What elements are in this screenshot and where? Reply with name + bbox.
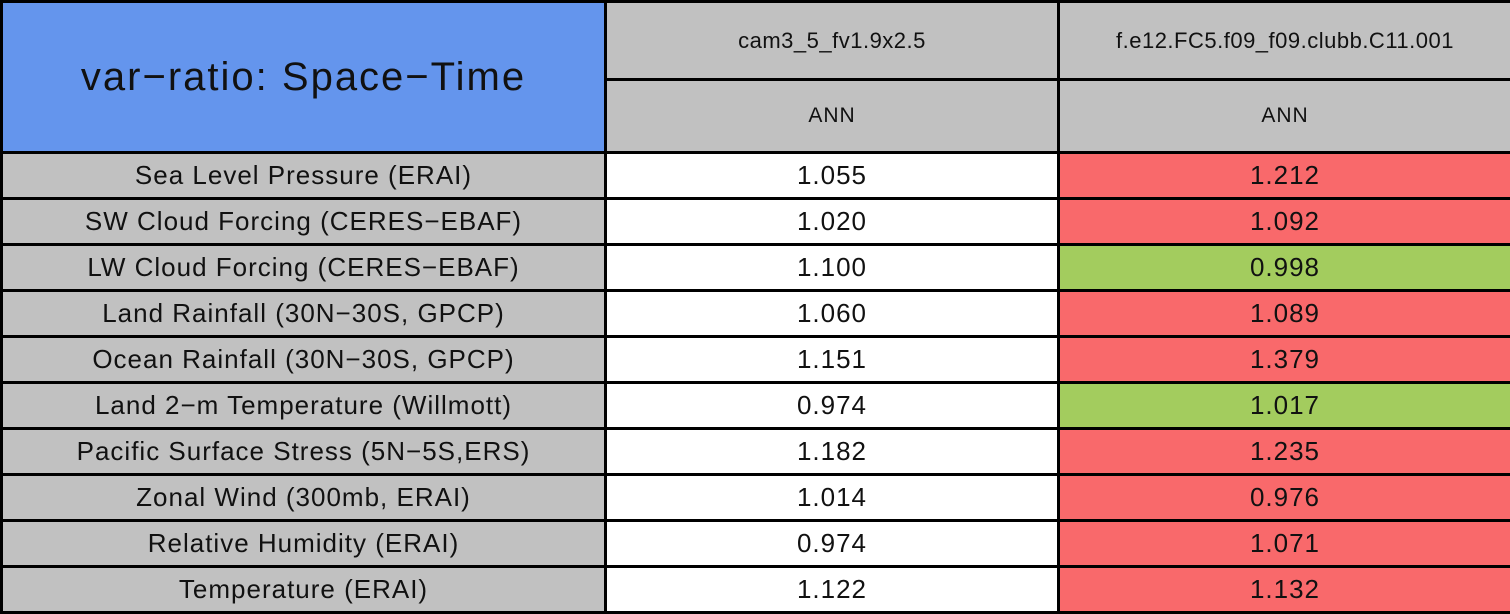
table-row: Land Rainfall (30N−30S, GPCP) 1.060 1.08… <box>2 291 1510 337</box>
table-row: Ocean Rainfall (30N−30S, GPCP) 1.151 1.3… <box>2 337 1510 383</box>
column-header-model-2: f.e12.FC5.f09_f09.clubb.C11.001 <box>1059 2 1510 80</box>
value-clubb: 1.379 <box>1059 337 1510 383</box>
row-label: SW Cloud Forcing (CERES−EBAF) <box>2 199 606 245</box>
value-cam: 1.055 <box>606 153 1059 199</box>
value-cam: 0.974 <box>606 521 1059 567</box>
value-cam: 1.122 <box>606 567 1059 613</box>
table-title: var−ratio: Space−Time <box>2 2 606 153</box>
value-cam: 1.151 <box>606 337 1059 383</box>
row-label: Ocean Rainfall (30N−30S, GPCP) <box>2 337 606 383</box>
row-label: Land 2−m Temperature (Willmott) <box>2 383 606 429</box>
table-row: Temperature (ERAI) 1.122 1.132 <box>2 567 1510 613</box>
column-header-season-2: ANN <box>1059 80 1510 153</box>
table-row: Land 2−m Temperature (Willmott) 0.974 1.… <box>2 383 1510 429</box>
table-row: Relative Humidity (ERAI) 0.974 1.071 <box>2 521 1510 567</box>
value-clubb: 1.092 <box>1059 199 1510 245</box>
table-row: Zonal Wind (300mb, ERAI) 1.014 0.976 <box>2 475 1510 521</box>
value-cam: 1.014 <box>606 475 1059 521</box>
table-row: LW Cloud Forcing (CERES−EBAF) 1.100 0.99… <box>2 245 1510 291</box>
value-clubb: 1.212 <box>1059 153 1510 199</box>
table-row: Sea Level Pressure (ERAI) 1.055 1.212 <box>2 153 1510 199</box>
header-row-models: var−ratio: Space−Time cam3_5_fv1.9x2.5 f… <box>2 2 1510 80</box>
value-clubb: 0.976 <box>1059 475 1510 521</box>
column-header-model-1: cam3_5_fv1.9x2.5 <box>606 2 1059 80</box>
row-label: LW Cloud Forcing (CERES−EBAF) <box>2 245 606 291</box>
value-clubb: 1.017 <box>1059 383 1510 429</box>
row-label: Temperature (ERAI) <box>2 567 606 613</box>
row-label: Sea Level Pressure (ERAI) <box>2 153 606 199</box>
row-label: Pacific Surface Stress (5N−5S,ERS) <box>2 429 606 475</box>
value-clubb: 1.132 <box>1059 567 1510 613</box>
table-row: Pacific Surface Stress (5N−5S,ERS) 1.182… <box>2 429 1510 475</box>
value-cam: 1.100 <box>606 245 1059 291</box>
value-cam: 0.974 <box>606 383 1059 429</box>
value-cam: 1.060 <box>606 291 1059 337</box>
column-header-season-1: ANN <box>606 80 1059 153</box>
value-cam: 1.182 <box>606 429 1059 475</box>
value-clubb: 1.089 <box>1059 291 1510 337</box>
value-cam: 1.020 <box>606 199 1059 245</box>
row-label: Zonal Wind (300mb, ERAI) <box>2 475 606 521</box>
value-clubb: 1.235 <box>1059 429 1510 475</box>
row-label: Land Rainfall (30N−30S, GPCP) <box>2 291 606 337</box>
row-label: Relative Humidity (ERAI) <box>2 521 606 567</box>
value-clubb: 0.998 <box>1059 245 1510 291</box>
value-clubb: 1.071 <box>1059 521 1510 567</box>
table-row: SW Cloud Forcing (CERES−EBAF) 1.020 1.09… <box>2 199 1510 245</box>
